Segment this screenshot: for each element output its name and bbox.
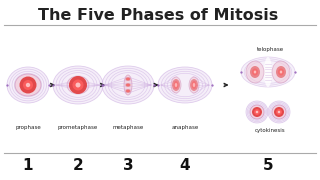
Ellipse shape (193, 83, 195, 87)
Ellipse shape (124, 75, 132, 95)
Text: prophase: prophase (15, 125, 41, 130)
Ellipse shape (252, 107, 262, 117)
Text: 1: 1 (23, 159, 33, 174)
Text: prometaphase: prometaphase (58, 125, 98, 130)
Ellipse shape (189, 77, 199, 93)
Ellipse shape (264, 57, 272, 87)
Ellipse shape (256, 111, 258, 113)
Ellipse shape (278, 111, 280, 113)
Ellipse shape (250, 66, 260, 78)
Ellipse shape (73, 80, 84, 91)
Ellipse shape (272, 105, 286, 119)
Ellipse shape (7, 67, 49, 103)
Ellipse shape (252, 69, 258, 75)
Text: telophase: telophase (256, 47, 284, 52)
Ellipse shape (127, 78, 129, 80)
Ellipse shape (190, 79, 198, 91)
Ellipse shape (276, 66, 286, 78)
Ellipse shape (53, 66, 103, 104)
Ellipse shape (127, 84, 129, 86)
Ellipse shape (125, 83, 131, 87)
Ellipse shape (246, 61, 264, 83)
Ellipse shape (280, 71, 282, 73)
Text: 5: 5 (263, 159, 273, 174)
Ellipse shape (23, 80, 33, 90)
Ellipse shape (172, 79, 180, 91)
Ellipse shape (254, 109, 260, 115)
Ellipse shape (175, 83, 177, 87)
Text: 2: 2 (73, 159, 84, 174)
Ellipse shape (173, 81, 179, 89)
Ellipse shape (125, 89, 131, 93)
Ellipse shape (272, 61, 290, 83)
Text: metaphase: metaphase (112, 125, 144, 130)
Ellipse shape (20, 76, 36, 93)
Ellipse shape (254, 71, 256, 73)
Text: anaphase: anaphase (172, 125, 199, 130)
Ellipse shape (241, 57, 295, 87)
Ellipse shape (26, 83, 30, 87)
Ellipse shape (102, 66, 154, 104)
Ellipse shape (274, 107, 284, 117)
Ellipse shape (67, 76, 89, 94)
Ellipse shape (125, 77, 131, 81)
Ellipse shape (278, 69, 284, 75)
Ellipse shape (191, 81, 196, 89)
Text: 3: 3 (123, 159, 133, 174)
Ellipse shape (158, 67, 212, 103)
Ellipse shape (246, 101, 268, 123)
Ellipse shape (250, 105, 264, 119)
Ellipse shape (276, 109, 282, 115)
Ellipse shape (69, 76, 87, 94)
Text: The Five Phases of Mitosis: The Five Phases of Mitosis (38, 8, 278, 23)
Ellipse shape (76, 82, 81, 87)
Text: 4: 4 (180, 159, 190, 174)
Ellipse shape (15, 74, 41, 96)
Ellipse shape (268, 101, 290, 123)
Ellipse shape (171, 77, 181, 93)
Ellipse shape (127, 90, 129, 92)
Text: cytokinesis: cytokinesis (255, 128, 285, 133)
